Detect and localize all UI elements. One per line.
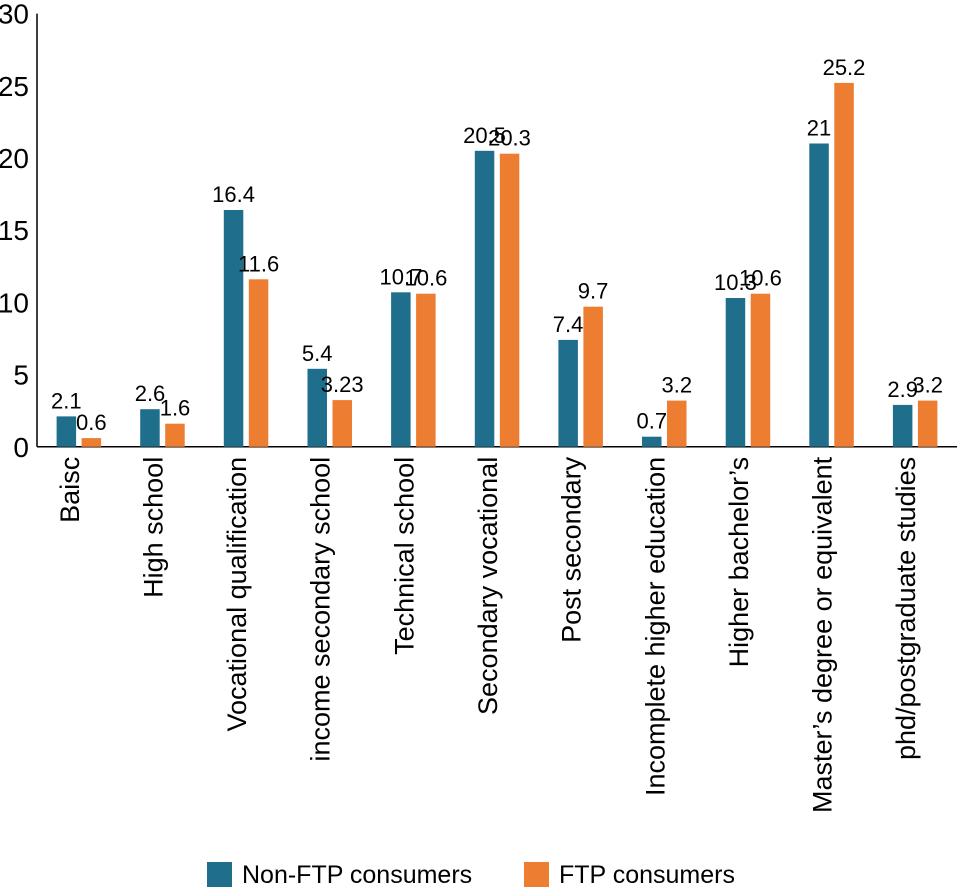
svg-text:25: 25 (0, 71, 29, 102)
svg-text:Master’s degree or equivalent: Master’s degree or equivalent (808, 456, 838, 813)
svg-text:3.2: 3.2 (662, 373, 693, 398)
svg-text:15: 15 (0, 215, 29, 246)
svg-text:High school: High school (139, 457, 169, 598)
svg-text:9.7: 9.7 (578, 279, 609, 304)
svg-text:5.4: 5.4 (302, 341, 333, 366)
svg-text:0: 0 (13, 432, 29, 463)
svg-text:Incomplete higher education: Incomplete higher education (640, 457, 670, 796)
svg-text:FTP consumers: FTP consumers (559, 861, 735, 889)
svg-text:Secondary vocational: Secondary vocational (473, 457, 503, 715)
svg-text:10: 10 (0, 287, 29, 318)
svg-text:3.23: 3.23 (321, 372, 364, 397)
svg-text:5: 5 (13, 360, 29, 391)
svg-text:income secondary school: income secondary school (306, 457, 336, 762)
svg-text:0.6: 0.6 (76, 410, 107, 435)
svg-text:3.2: 3.2 (912, 373, 943, 398)
svg-text:20: 20 (0, 143, 29, 174)
svg-text:16.4: 16.4 (212, 182, 255, 207)
svg-text:Higher bachelor’s: Higher bachelor’s (724, 457, 754, 668)
svg-text:Technical school: Technical school (389, 457, 419, 655)
svg-text:Non-FTP consumers: Non-FTP consumers (242, 861, 472, 889)
svg-text:Post secondary: Post secondary (557, 456, 587, 643)
svg-text:25.2: 25.2 (823, 55, 866, 80)
svg-text:21: 21 (807, 116, 831, 141)
svg-text:30: 30 (0, 0, 29, 30)
svg-text:Vocational qualification: Vocational qualification (222, 457, 252, 732)
svg-text:10.6: 10.6 (739, 266, 782, 291)
svg-text:11.6: 11.6 (238, 251, 279, 276)
svg-text:7.4: 7.4 (553, 312, 584, 337)
svg-text:0.7: 0.7 (637, 409, 668, 434)
svg-text:Baisc: Baisc (55, 457, 85, 523)
svg-text:20.3: 20.3 (488, 126, 531, 151)
svg-text:1.6: 1.6 (160, 396, 191, 421)
svg-text:10.6: 10.6 (404, 266, 447, 291)
svg-text:phd/postgraduate studies: phd/postgraduate studies (891, 457, 921, 760)
